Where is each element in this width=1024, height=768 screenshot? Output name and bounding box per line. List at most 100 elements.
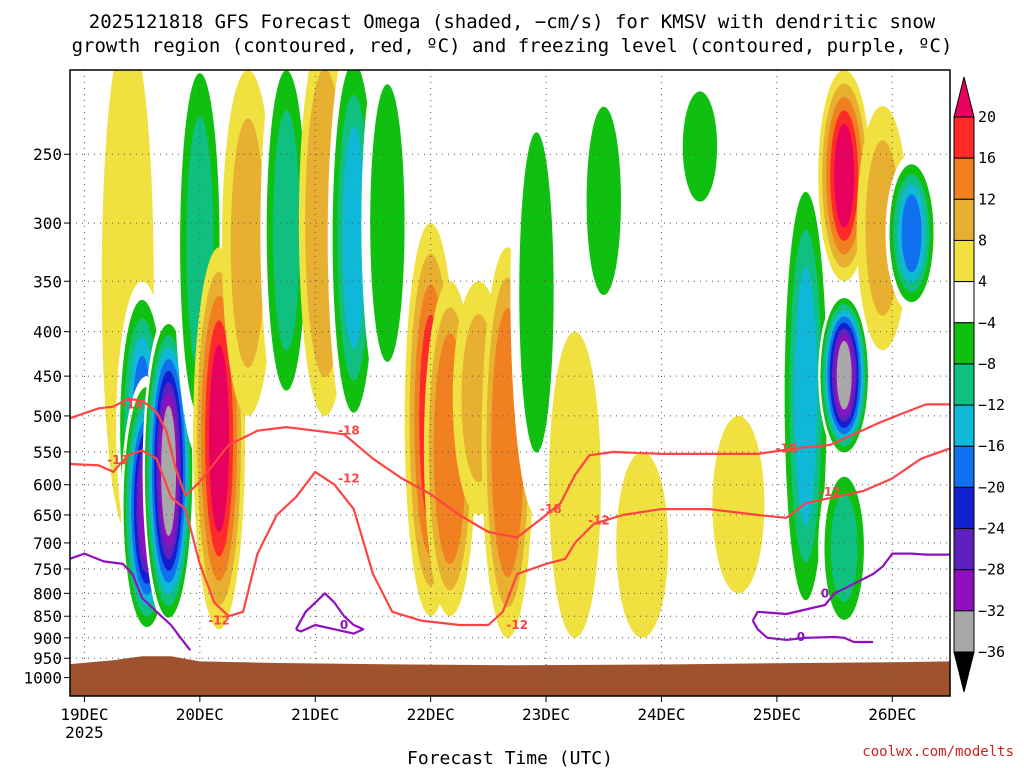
omega-feature-3-level-9 [161, 405, 177, 536]
plot-frame [69, 69, 951, 697]
colorbar-box-7 [953, 404, 975, 447]
colorbar-box-6 [953, 363, 975, 406]
x-tick-label-26DEC: 26DEC [868, 705, 916, 724]
y-tick-label-350: 350 [33, 272, 62, 291]
x-tick-label-19DEC: 19DEC [60, 705, 108, 724]
contour-dgz-minus-12 [70, 447, 950, 627]
contour-label-dgz-minus-18-3: -18 [776, 441, 798, 455]
contour-label-dgz-minus-12-3: -12 [506, 618, 528, 632]
x-tick-label-23DEC: 23DEC [522, 705, 570, 724]
omega-feature-9-level-4 [342, 126, 366, 349]
omega-feature-26-level-5 [901, 194, 922, 273]
contour-label-freezing-level-c-0: 0 [821, 586, 829, 600]
contour-label-freezing-level-d-0: 0 [797, 630, 805, 644]
colorbar-label-10: −24 [978, 520, 1005, 538]
colorbar-box-11 [953, 569, 975, 612]
colorbar-label-3: 8 [978, 231, 987, 249]
contour-label-dgz-minus-12-1: -12 [208, 614, 230, 628]
omega-feature-6-level-2 [230, 118, 266, 368]
contour-label-dgz-minus-18-0: -18 [122, 397, 144, 411]
y-tick-label-1000: 1000 [23, 669, 62, 688]
x-tick-label-20DEC: 20DEC [176, 705, 224, 724]
colorbar-box-8 [953, 445, 975, 488]
omega-feature-15-level-2 [519, 132, 554, 453]
colorbar-box-10 [953, 528, 975, 571]
y-tick-label-600: 600 [33, 476, 62, 495]
colorbar-label-1: 16 [978, 149, 996, 167]
contours: -18 -18 -18 -18 -12 -12 -12 -12 -12 -12 0 0 0 [70, 397, 950, 651]
y-tick-label-650: 650 [33, 506, 62, 525]
omega-feature-24-level-3 [830, 494, 858, 602]
contour-freezing-level-b [295, 592, 365, 635]
colorbar-label-11: −28 [978, 561, 1005, 579]
contour-label-dgz-minus-18-1: -18 [338, 424, 360, 438]
chart-title-line-2: growth region (contoured, red, ºC) and f… [72, 35, 953, 57]
colorbar-label-9: −20 [978, 478, 1005, 496]
y-tick-label-850: 850 [33, 607, 62, 626]
colorbar-box-2 [953, 198, 975, 241]
colorbar-label-6: −8 [978, 355, 996, 373]
omega-feature-10-level-2 [370, 84, 405, 362]
colorbar-box-1 [953, 157, 975, 200]
x-tick-label-24DEC: 24DEC [637, 705, 685, 724]
colorbar-bottom-arrow [953, 651, 975, 693]
colorbar-label-7: −12 [978, 396, 1005, 414]
omega-feature-7-level-3 [272, 110, 300, 351]
x-tick-sublabel-19DEC: 2025 [65, 723, 104, 742]
colorbar-box-0 [953, 116, 975, 159]
colorbar-box-12 [953, 610, 975, 653]
gridlines [70, 70, 950, 696]
y-tick-label-900: 900 [33, 629, 62, 648]
contour-label-dgz-minus-12-0: -12 [107, 453, 129, 467]
colorbar-label-0: 20 [978, 108, 996, 126]
colorbar-label-4: 4 [978, 273, 987, 291]
contour-label-freezing-level-b-0: 0 [340, 618, 348, 632]
colorbar: 20 16 12 8 4 −4 −8 −12 −16 −20 −24 −28 −32 −36 [953, 76, 1005, 693]
y-tick-label-500: 500 [33, 407, 62, 426]
contour-label-dgz-minus-12-2: -12 [338, 471, 360, 485]
x-tick-label-21DEC: 21DEC [291, 705, 339, 724]
ground-surface [70, 656, 950, 696]
colorbar-label-13: −36 [978, 643, 1005, 661]
colorbar-top-arrow [953, 76, 975, 118]
colorbar-label-5: −4 [978, 314, 996, 332]
contour-freezing-level-d [751, 620, 874, 644]
colorbar-label-2: 12 [978, 190, 996, 208]
omega-feature-21-level-4 [794, 267, 818, 525]
y-tick-label-750: 750 [33, 560, 62, 579]
colorbar-label-12: −32 [978, 602, 1005, 620]
y-tick-label-400: 400 [33, 323, 62, 342]
contour-label-dgz-minus-12-5: -12 [819, 485, 841, 499]
y-tick-label-450: 450 [33, 367, 62, 386]
y-tick-label-550: 550 [33, 443, 62, 462]
contour-dgz-minus-18 [70, 397, 950, 539]
contour-freezing-level [70, 552, 192, 651]
contour-label-dgz-minus-18-2: -18 [540, 502, 562, 516]
x-tick-label-22DEC: 22DEC [407, 705, 455, 724]
contour-label-dgz-minus-12-4: -12 [588, 514, 610, 528]
colorbar-label-8: −16 [978, 437, 1005, 455]
omega-feature-22-level-5 [834, 123, 855, 228]
y-tick-label-800: 800 [33, 584, 62, 603]
credit-text: coolwx.com/modelts [862, 744, 1014, 760]
colorbar-box-5 [953, 322, 975, 365]
contour-freezing-level-c [751, 552, 950, 622]
omega-feature-18-level-2 [625, 477, 660, 612]
colorbar-box-3 [953, 239, 975, 283]
colorbar-box-9 [953, 486, 975, 530]
omega-feature-5-level-5 [209, 344, 230, 533]
y-tick-label-950: 950 [33, 649, 62, 668]
y-axis: 250 300 350 400 450 500 550 600 650 700 750 800 850 9… [23, 145, 70, 688]
y-tick-label-700: 700 [33, 534, 62, 553]
colorbar-box-4 [953, 281, 975, 324]
x-axis-label: Forecast Time (UTC) [407, 748, 613, 768]
omega-shading [101, 70, 938, 638]
ground-surface-fill [70, 656, 950, 696]
x-tick-label-25DEC: 25DEC [753, 705, 801, 724]
chart-title-line-1: 2025121818 GFS Forecast Omega (shaded, −… [89, 11, 936, 33]
omega-feature-20-level-2 [721, 440, 756, 569]
omega-feature-19-level-2 [682, 91, 718, 202]
y-tick-label-300: 300 [33, 214, 62, 233]
